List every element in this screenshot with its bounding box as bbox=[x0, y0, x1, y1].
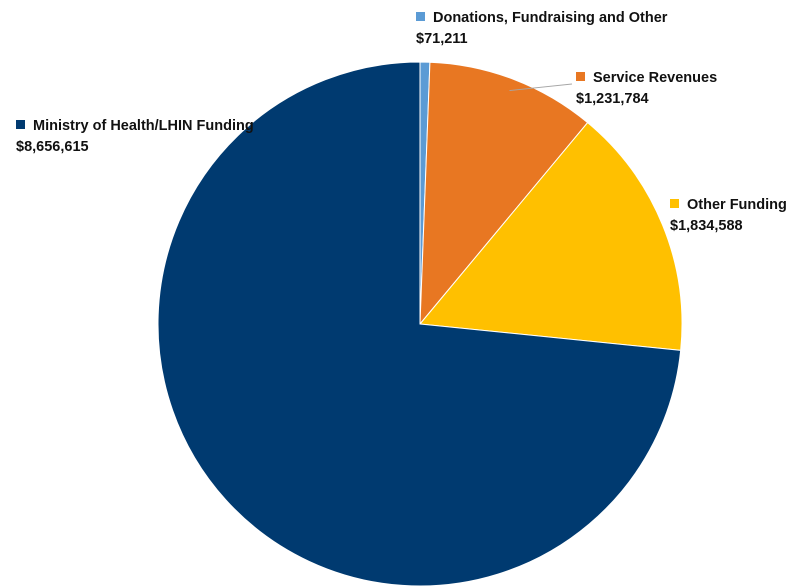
donations-swatch bbox=[416, 12, 425, 21]
slice-label-donations: Donations, Fundraising and Other $71,211 bbox=[416, 8, 667, 50]
slice-other-funding bbox=[419, 121, 683, 351]
ministry-category-label: Ministry of Health/LHIN Funding bbox=[33, 118, 254, 134]
donations-value-label: $71,211 bbox=[416, 31, 468, 47]
ministry-swatch bbox=[16, 120, 25, 129]
leader-lines bbox=[509, 83, 573, 92]
slice-service-revenues bbox=[419, 61, 589, 326]
pie-slices bbox=[157, 61, 683, 586]
other-funding-swatch bbox=[670, 199, 679, 208]
service-revenues-swatch bbox=[576, 72, 585, 81]
slice-ministry bbox=[157, 61, 682, 586]
other-funding-category-label: Other Funding bbox=[687, 197, 787, 213]
slice-label-other-funding: Other Funding $1,834,588 bbox=[670, 195, 787, 237]
service-revenues-category-label: Service Revenues bbox=[593, 70, 718, 86]
slice-label-service-revenues: Service Revenues $1,231,784 bbox=[576, 68, 717, 110]
leader-line-service-revenues bbox=[509, 83, 573, 92]
service-revenues-value-label: $1,231,784 bbox=[576, 91, 649, 107]
donations-category-label: Donations, Fundraising and Other bbox=[433, 10, 668, 26]
ministry-value-label: $8,656,615 bbox=[16, 139, 89, 155]
slice-label-ministry: Ministry of Health/LHIN Funding $8,656,6… bbox=[16, 116, 258, 158]
other-funding-value-label: $1,834,588 bbox=[670, 218, 743, 234]
